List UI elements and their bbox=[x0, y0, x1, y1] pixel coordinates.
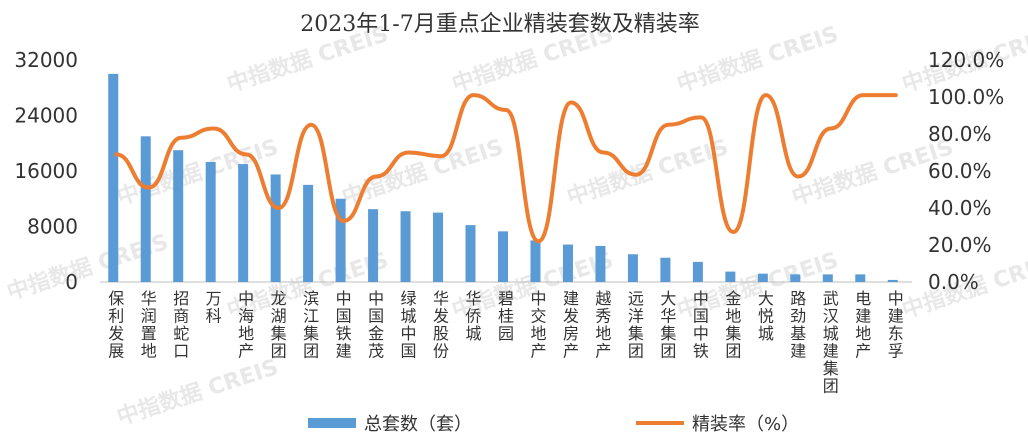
watermark-layer: 中指数据 CREIS 中指数据 CREIS 中指数据 CREIS 中指数据 CREIS… bbox=[4, 21, 1028, 431]
right-axis-tick: 100.0% bbox=[928, 85, 1004, 109]
category-label: 碧桂园 bbox=[498, 289, 514, 343]
category-label: 华润置地 bbox=[141, 289, 157, 361]
category-label: 中建东孚 bbox=[888, 289, 904, 361]
bar bbox=[530, 240, 541, 282]
category-label: 龙湖集团 bbox=[271, 289, 287, 361]
category-label: 越秀地产 bbox=[595, 289, 611, 361]
category-label: 滨江集团 bbox=[303, 289, 319, 361]
left-axis: 0 8000 16000 24000 32000 bbox=[14, 48, 78, 294]
category-label: 中国铁建 bbox=[336, 289, 352, 361]
bar bbox=[595, 245, 606, 282]
category-label: 大华集团 bbox=[660, 289, 676, 361]
category-label: 中国金茂 bbox=[368, 289, 384, 361]
legend: 总套数（套） 精装率（%） bbox=[308, 414, 799, 435]
bar bbox=[692, 261, 703, 282]
rate-line bbox=[114, 93, 898, 244]
left-axis-tick: 32000 bbox=[14, 48, 78, 72]
bar bbox=[855, 274, 866, 282]
bar bbox=[562, 244, 573, 282]
right-axis-tick: 60.0% bbox=[928, 159, 992, 183]
bar bbox=[173, 150, 184, 282]
right-axis: 0.0% 20.0% 40.0% 60.0% 80.0% 100.0% 120.0% bbox=[928, 48, 1004, 294]
legend-bar-label: 总套数（套） bbox=[364, 414, 472, 435]
category-label: 华发股份 bbox=[433, 289, 449, 361]
watermark-text: 中指数据 CREIS bbox=[339, 134, 507, 211]
category-label: 招商蛇口 bbox=[173, 289, 189, 361]
category-label: 万科 bbox=[206, 289, 222, 326]
bar bbox=[660, 257, 671, 282]
right-axis-tick: 20.0% bbox=[928, 233, 992, 257]
bar bbox=[498, 231, 508, 282]
left-axis-tick: 16000 bbox=[14, 159, 78, 183]
watermark-text: 中指数据 CREIS bbox=[114, 134, 282, 211]
category-label: 中交地产 bbox=[530, 289, 546, 361]
left-axis-tick: 24000 bbox=[14, 104, 78, 128]
bar bbox=[270, 174, 281, 282]
watermark-text: 中指数据 CREIS bbox=[114, 354, 282, 431]
category-label: 金地集团 bbox=[725, 289, 741, 361]
bar bbox=[140, 136, 151, 282]
right-axis-tick: 0.0% bbox=[928, 270, 979, 294]
right-axis-tick: 40.0% bbox=[928, 196, 992, 220]
bar bbox=[238, 164, 249, 282]
bar bbox=[757, 273, 768, 282]
category-label: 远洋集团 bbox=[628, 289, 644, 361]
bar bbox=[303, 184, 314, 282]
bar bbox=[368, 209, 379, 282]
bar bbox=[822, 274, 833, 282]
bar-series bbox=[108, 73, 898, 282]
category-label: 华侨城 bbox=[466, 289, 482, 343]
category-label: 中海地产 bbox=[238, 289, 254, 361]
left-axis-tick: 0 bbox=[65, 270, 78, 294]
category-label: 保利发展 bbox=[108, 289, 124, 361]
right-axis-tick: 80.0% bbox=[928, 122, 992, 146]
bar bbox=[465, 225, 476, 282]
bar bbox=[725, 271, 736, 282]
bar bbox=[108, 73, 119, 282]
chart-title: 2023年1-7月重点企业精装套数及精装率 bbox=[300, 12, 699, 37]
legend-bar-swatch bbox=[308, 418, 356, 428]
category-label: 中国中铁 bbox=[693, 289, 709, 361]
bar bbox=[790, 274, 801, 282]
category-label: 大悦城 bbox=[758, 289, 774, 343]
bar bbox=[205, 161, 216, 282]
bar bbox=[433, 212, 444, 282]
bar bbox=[335, 198, 346, 282]
category-label: 电建地产 bbox=[855, 289, 871, 361]
watermark-text: 中指数据 CREIS bbox=[564, 134, 732, 211]
category-label: 路劲基建 bbox=[790, 289, 806, 361]
bar bbox=[887, 279, 898, 282]
right-axis-tick: 120.0% bbox=[928, 48, 1004, 72]
bar bbox=[627, 254, 638, 282]
legend-line-label: 精装率（%） bbox=[692, 414, 799, 435]
category-label: 绿城中国 bbox=[401, 289, 417, 361]
bar bbox=[400, 211, 411, 282]
category-label: 武汉城建集团 bbox=[823, 289, 839, 396]
category-label: 建发房产 bbox=[563, 289, 579, 361]
left-axis-tick: 8000 bbox=[27, 215, 78, 239]
